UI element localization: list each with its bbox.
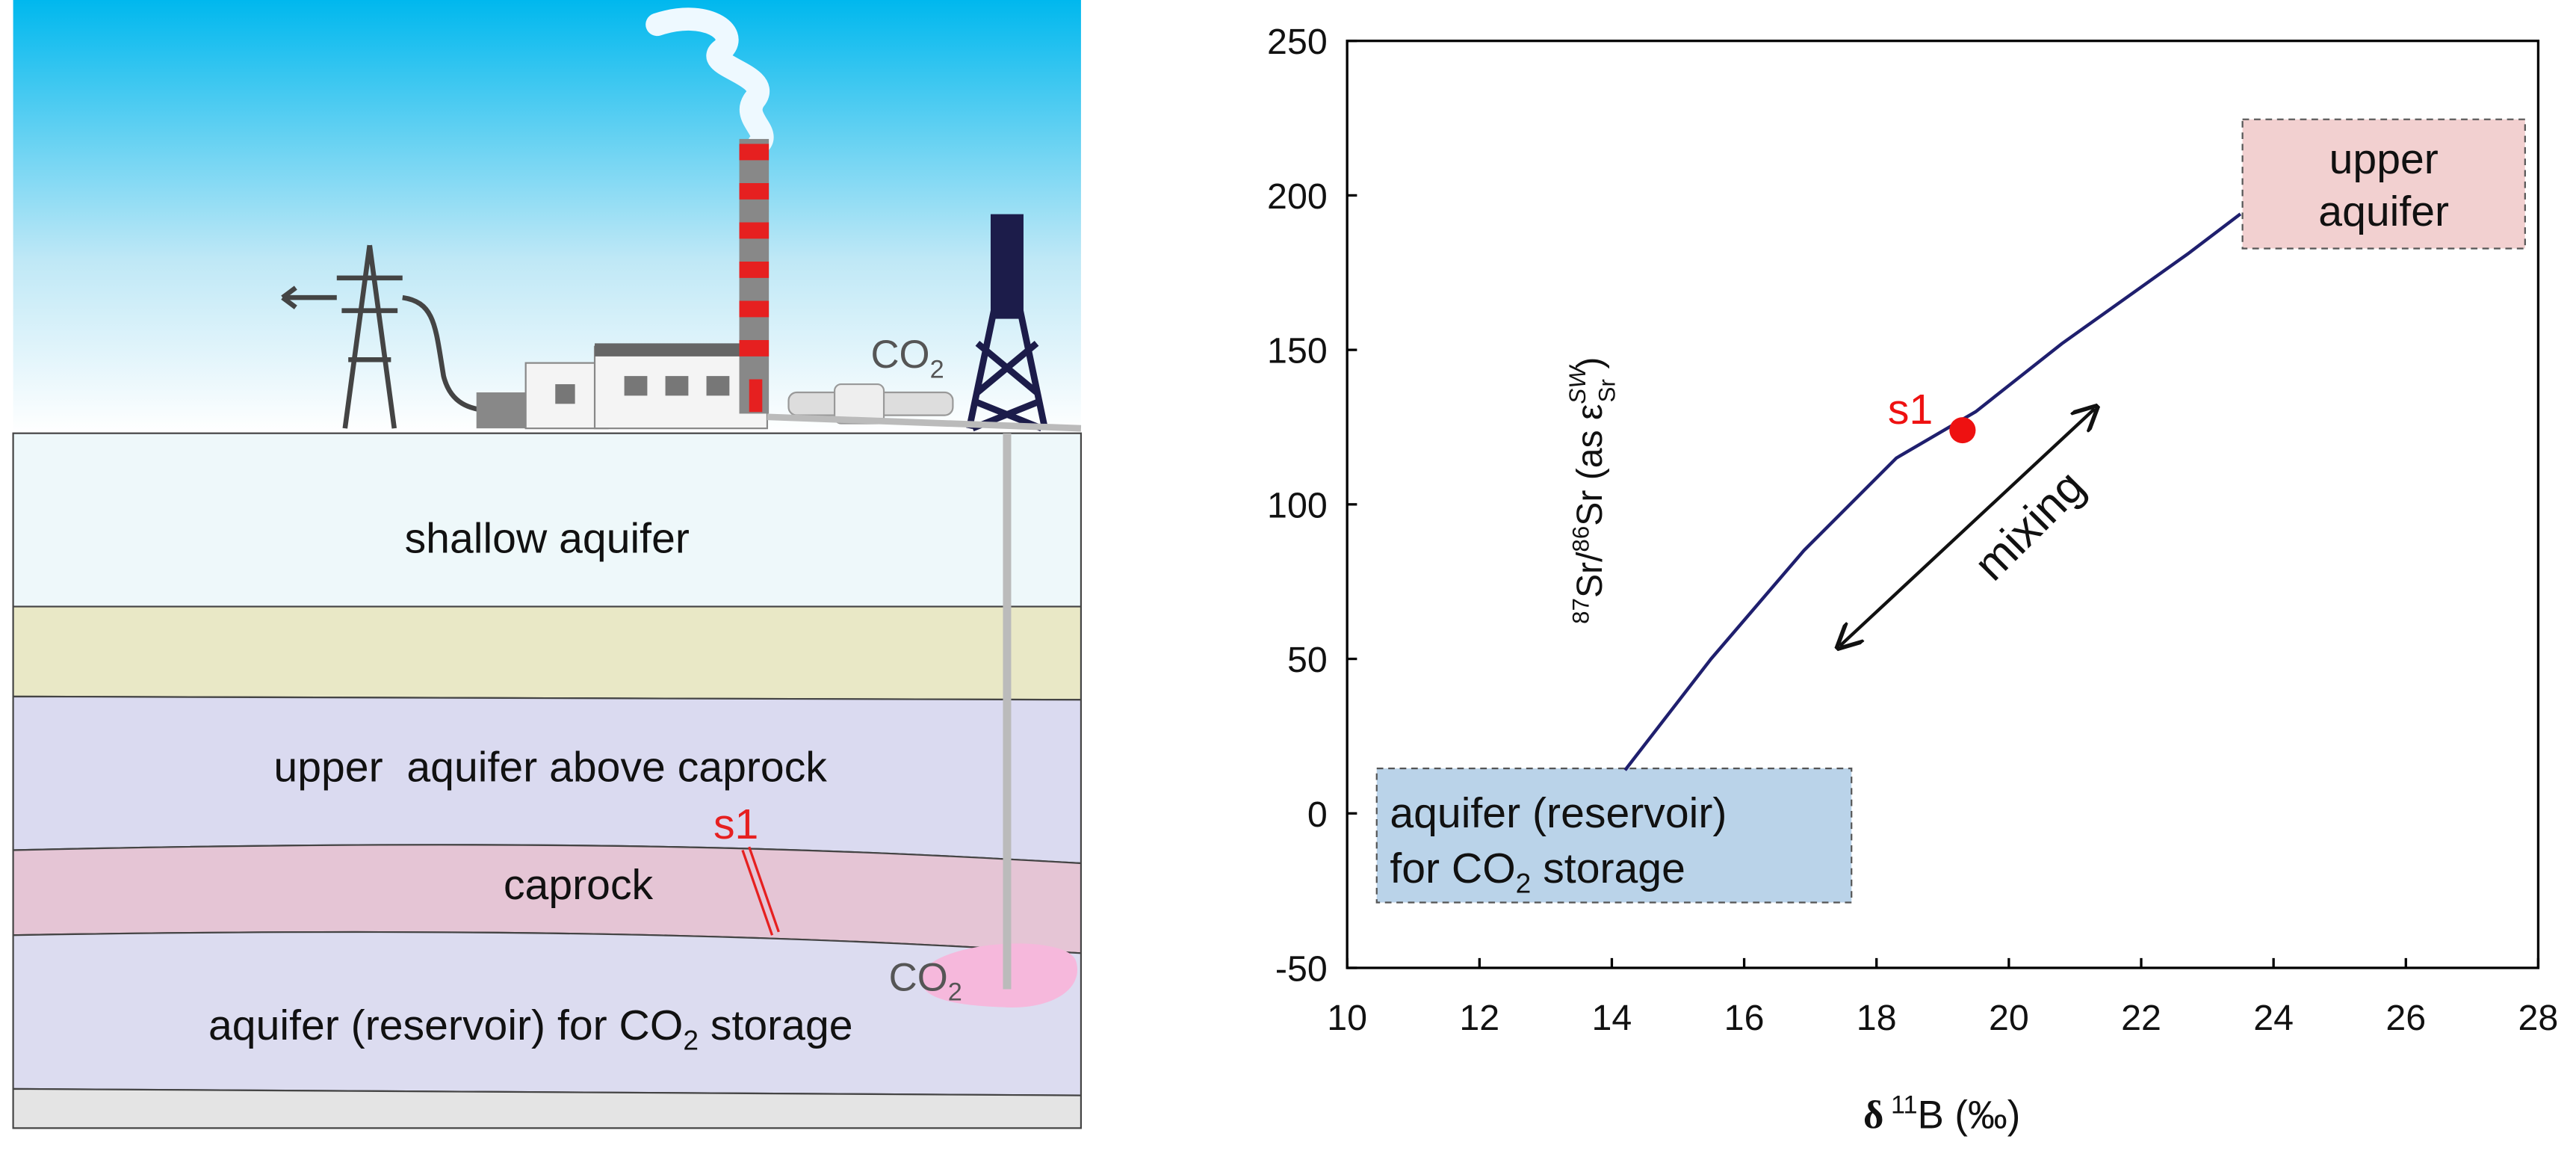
y-tick-label: 200 xyxy=(1267,176,1328,217)
x-tick-label: 14 xyxy=(1592,998,1632,1038)
x-axis-label: δ 11B (‰) xyxy=(1863,1091,2020,1138)
co2-label: CO2 xyxy=(870,333,944,383)
factory xyxy=(476,343,1082,432)
series-line xyxy=(1623,212,2242,771)
sky xyxy=(13,0,1081,433)
x-tick-label: 12 xyxy=(1459,998,1499,1038)
x-tick-label: 16 xyxy=(1724,998,1765,1038)
box-label: upper xyxy=(2329,135,2439,183)
x-tick-label: 18 xyxy=(1857,998,1897,1038)
y-tick-label: 50 xyxy=(1287,640,1328,680)
x-tick-label: 24 xyxy=(2253,998,2294,1038)
box-label: aquifer (reservoir) xyxy=(1390,789,1727,837)
y-axis-label: 87Sr/86Sr (as εSW Sr ) xyxy=(1564,357,1620,624)
layer-label: caprock xyxy=(504,861,654,909)
annotation: mixing xyxy=(1964,460,2095,590)
y-tick-label: 0 xyxy=(1307,794,1328,835)
fault xyxy=(741,846,780,936)
x-tick-label: 26 xyxy=(2385,998,2426,1038)
box xyxy=(1375,768,1853,904)
box-label: aquifer xyxy=(2318,188,2449,235)
power-line xyxy=(281,244,494,429)
y-tick-label: 250 xyxy=(1267,22,1328,62)
box-label: for CO2 storage xyxy=(1390,845,1685,898)
x-tick-label: 22 xyxy=(2121,998,2161,1038)
layer-label: aquifer (reservoir) for CO2 storage xyxy=(208,1002,853,1055)
y-tick-label: 100 xyxy=(1267,485,1328,525)
chimney xyxy=(739,138,770,414)
derrick xyxy=(966,214,1048,432)
smoke xyxy=(645,7,774,155)
box xyxy=(2241,118,2526,250)
x-tick-label: 28 xyxy=(2518,998,2559,1038)
chart: 87Sr/86Sr (as εSW Sr ) δ 11B (‰) upper aq… xyxy=(1267,22,2558,1137)
y-tick-label: 150 xyxy=(1267,331,1328,371)
mixing-arrow xyxy=(1840,409,2095,646)
x-tick-label: 20 xyxy=(1989,998,2029,1038)
co2-plume xyxy=(920,943,1078,1007)
layer-label: shallow aquifer xyxy=(405,515,690,563)
diagram: shallow aquifer upper aquifer above capr… xyxy=(12,0,1083,1129)
s1-label: s1 xyxy=(713,800,758,848)
point-label: s1 xyxy=(1888,386,1933,433)
x-tick-label: 10 xyxy=(1327,998,1367,1038)
point xyxy=(1949,417,1976,444)
co2-label: CO2 xyxy=(889,956,962,1007)
layer-label: upper aquifer above caprock xyxy=(273,744,827,791)
y-tick-label: -50 xyxy=(1275,949,1328,990)
